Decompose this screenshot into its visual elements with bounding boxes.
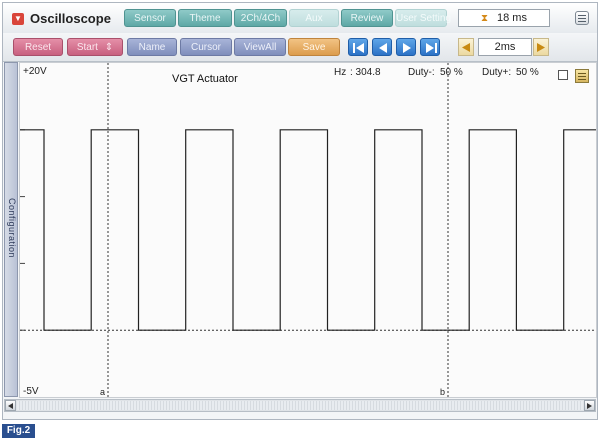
arrow-right-icon [587, 403, 592, 409]
cursor-button[interactable]: Cursor [180, 38, 232, 56]
figure-label: Fig.2 [2, 424, 35, 438]
title-bar: ▼ Oscilloscope Sensor Theme 2Ch/4Ch Aux … [3, 3, 597, 33]
waveform-svg [20, 63, 596, 397]
play-icon [403, 43, 411, 53]
duty-minus-value: 50 % [440, 67, 463, 78]
play-back-icon [379, 43, 387, 53]
square-wave-trace [20, 129, 596, 331]
menu-button[interactable] [575, 11, 589, 25]
tab-aux: Aux [289, 9, 339, 27]
tab-sensor[interactable]: Sensor [124, 9, 176, 27]
first-page-button[interactable] [348, 38, 368, 56]
time-readout: ⧗ 18 ms [458, 9, 550, 27]
hz-value: : 304.8 [350, 67, 381, 78]
last-page-button[interactable] [420, 38, 440, 56]
triangle-left-icon [462, 43, 470, 52]
app-dropdown-icon[interactable]: ▼ [12, 13, 24, 25]
list-icon[interactable] [575, 69, 589, 83]
save-button[interactable]: Save [288, 38, 340, 56]
hz-label: Hz [334, 67, 347, 78]
oscilloscope-window: ▼ Oscilloscope Sensor Theme 2Ch/4Ch Aux … [2, 2, 598, 420]
arrow-left-icon [8, 403, 13, 409]
scrollbar-track[interactable] [17, 401, 583, 410]
duty-plus-value: 50 % [516, 67, 539, 78]
duty-plus-label: Duty+: [482, 67, 512, 78]
triangle-right-icon [537, 43, 545, 52]
scroll-right-button[interactable] [584, 400, 595, 411]
skip-last-icon [426, 43, 437, 53]
configuration-panel-toggle[interactable]: Configuration [4, 62, 18, 397]
tab-review[interactable]: Review [341, 9, 393, 27]
scroll-left-button[interactable] [5, 400, 16, 411]
name-button[interactable]: Name [127, 38, 177, 56]
time-per-div-field[interactable]: 2ms [478, 38, 532, 56]
reset-button[interactable]: Reset [13, 38, 63, 56]
y-max-label: +20V [23, 66, 47, 77]
horizontal-scrollbar[interactable] [4, 399, 596, 412]
waveform-plot[interactable]: +20V -5V VGT Actuator Hz : 304.8 Duty-: … [19, 62, 597, 398]
cursor-b-label: b [440, 387, 446, 397]
previous-button[interactable] [372, 38, 392, 56]
time-decrease-button[interactable] [458, 38, 474, 56]
plot-title: VGT Actuator [172, 73, 238, 85]
y-min-label: -5V [23, 386, 39, 397]
time-increase-button[interactable] [533, 38, 549, 56]
tab-user-setting: User Setting [395, 9, 451, 27]
configuration-label: Configuration [7, 197, 17, 259]
start-button[interactable]: Start ⇕ [67, 38, 123, 56]
duty-minus-label: Duty-: [408, 67, 435, 78]
next-button[interactable] [396, 38, 416, 56]
skip-first-icon [353, 43, 364, 53]
time-readout-value: 18 ms [497, 12, 527, 24]
cursor-a-label: a [100, 387, 106, 397]
up-down-icon: ⇕ [104, 42, 114, 53]
channel-checkbox[interactable] [558, 70, 568, 80]
toolbar: Reset Start ⇕ Name Cursor ViewAll Save 2… [3, 33, 597, 62]
tab-2ch-4ch[interactable]: 2Ch/4Ch [234, 9, 287, 27]
app-title: Oscilloscope [30, 11, 111, 26]
tab-theme[interactable]: Theme [178, 9, 232, 27]
timer-icon: ⧗ [481, 13, 489, 24]
start-button-label: Start [76, 42, 98, 53]
viewall-button[interactable]: ViewAll [234, 38, 286, 56]
